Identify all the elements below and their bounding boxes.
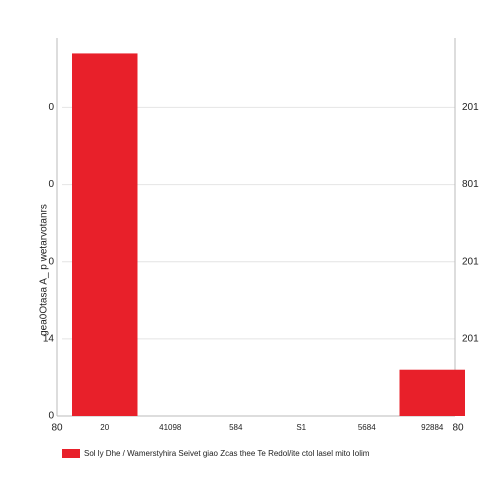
x-tick-label: 20 xyxy=(100,423,109,432)
y2-tick-label: 201 xyxy=(462,256,479,267)
legend-label: Sol ly Dhe / Wamerstyhira Seivet giao Zc… xyxy=(84,449,370,458)
x-end-label: 80 xyxy=(452,423,464,434)
y-axis-label: gea0Otasa A_ p wetarvotanrs xyxy=(39,204,50,336)
y-tick-label: 14 xyxy=(43,333,55,344)
y-tick-label: 0 xyxy=(48,179,54,190)
x-tick-label: 5684 xyxy=(358,423,376,432)
y-tick-label: 0 xyxy=(48,102,54,113)
x-tick-label: S1 xyxy=(296,423,306,432)
bar xyxy=(399,369,465,416)
bar xyxy=(72,53,138,417)
x-tick-label: 92884 xyxy=(421,423,444,432)
y-tick-label: 0 xyxy=(48,411,54,422)
x-tick-label: 41098 xyxy=(159,423,182,432)
x-end-label: 80 xyxy=(51,423,63,434)
y2-tick-label: 201 xyxy=(462,333,479,344)
y2-tick-label: 801 xyxy=(462,179,479,190)
legend-swatch xyxy=(62,449,80,458)
y2-tick-label: 201 xyxy=(462,102,479,113)
y-tick-label: 0 xyxy=(48,256,54,267)
x-tick-label: 584 xyxy=(229,423,243,432)
